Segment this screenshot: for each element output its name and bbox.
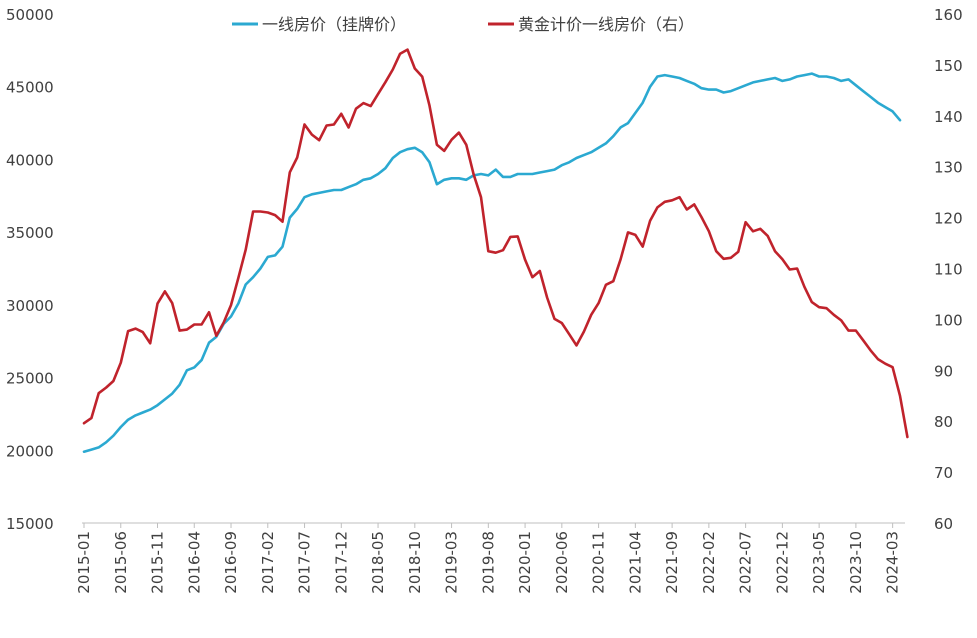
x-tick-label: 2015-11 [149,531,167,594]
y-right-tick-label: 140 [934,108,963,126]
series-line-gold-priced [82,48,909,439]
y-right-tick-label: 90 [934,362,953,380]
x-tick-label: 2022-12 [773,531,791,594]
x-tick-label: 2017-07 [296,531,314,594]
y-right-tick-label: 160 [934,6,963,24]
x-tick-label: 2020-06 [553,531,571,594]
y-left-tick-label: 35000 [6,224,54,242]
x-tick-label: 2019-03 [443,531,461,594]
x-tick-label: 2018-05 [369,531,387,594]
x-tick-label: 2023-05 [810,531,828,594]
y-right-tick-label: 60 [934,515,953,533]
y-axis-left: 15000 20000 25000 30000 35000 40000 45000 50000 [6,6,54,533]
x-tick-label: 2024-03 [884,531,902,594]
x-tick-label: 2021-09 [663,531,681,594]
y-left-tick-label: 20000 [6,442,54,460]
legend-label-house-price: 一线房价（挂牌价） [262,15,406,34]
y-right-tick-label: 120 [934,210,963,228]
series-layer [82,48,909,454]
y-left-tick-label: 45000 [6,79,54,97]
y-right-tick-label: 100 [934,311,963,329]
x-tick-label: 2015-01 [75,531,93,594]
x-tick-label: 2018-10 [406,531,424,594]
y-right-tick-label: 110 [934,261,963,279]
x-tick-label: 2023-10 [847,531,865,594]
x-tick-label: 2021-04 [626,531,644,594]
y-right-tick-label: 70 [934,464,953,482]
y-left-tick-label: 25000 [6,370,54,388]
y-left-tick-label: 30000 [6,297,54,315]
x-axis: 2015-01 2015-06 2015-11 2016-04 2016-09 2017-… [75,523,902,594]
x-tick-label: 2022-07 [737,531,755,594]
x-tick-label: 2019-08 [479,531,497,594]
x-tick-label: 2022-02 [700,531,718,594]
y-right-tick-label: 80 [934,413,953,431]
legend: 一线房价（挂牌价） 黄金计价一线房价（右） [232,15,694,34]
x-tick-label: 2020-01 [516,531,534,594]
x-tick-label: 2020-11 [590,531,608,594]
y-left-tick-label: 40000 [6,151,54,169]
x-tick-label: 2016-04 [185,531,203,594]
x-tick-label: 2017-12 [332,531,350,594]
x-tick-label: 2016-09 [222,531,240,594]
legend-label-gold-priced: 黄金计价一线房价（右） [518,15,694,34]
x-tick-label: 2015-06 [112,531,130,594]
y-right-tick-label: 130 [934,159,963,177]
x-tick-label: 2017-02 [259,531,277,594]
y-left-tick-label: 15000 [6,515,54,533]
y-left-tick-label: 50000 [6,6,54,24]
y-right-tick-label: 150 [934,57,963,75]
y-axis-right: 60 70 80 90 100 110 120 130 140 150 160 [934,6,963,533]
